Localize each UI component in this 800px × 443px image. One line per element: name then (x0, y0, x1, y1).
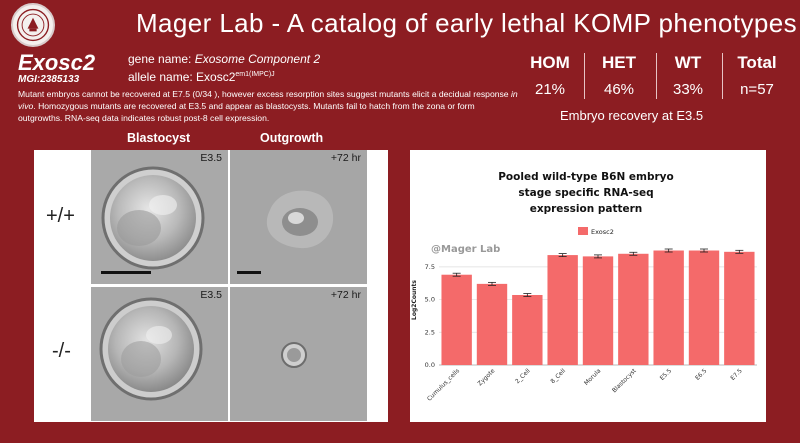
bar-Morula (582, 256, 614, 365)
description-italic: in vivo (18, 89, 518, 111)
stat-header-wt: WT (674, 53, 702, 72)
scale-bar (237, 271, 261, 274)
phenotype-description: Mutant embryos cannot be recovered at E7… (18, 88, 518, 124)
stat-divider (656, 53, 657, 99)
genotype-label-mutant: -/- (52, 340, 71, 362)
blastocyst-wildtype-image: E3.5 (91, 150, 228, 284)
bar-8_Cell (547, 255, 578, 365)
chart-title-line: expression pattern (530, 203, 643, 215)
allele-name-line: allele name: Exosc2em1(IMPC)J (128, 70, 275, 84)
stat-header-total: Total (737, 53, 777, 72)
stat-divider (584, 53, 585, 99)
x-tick-label: E6.5 (694, 367, 709, 382)
x-tick-label: Morula (583, 367, 603, 387)
gene-name-value: Exosome Component 2 (194, 52, 321, 66)
column-header-blastocyst: Blastocyst (127, 131, 191, 145)
gene-symbol: Exosc2 (18, 50, 96, 75)
stat-value-wt: 33% (672, 81, 704, 98)
y-axis-label: Log2Counts (411, 280, 418, 320)
scale-bar (101, 271, 151, 274)
recovery-caption: Embryo recovery at E3.5 (560, 108, 704, 123)
bar-E5.5 (653, 250, 684, 365)
chart-title-line: Pooled wild-type B6N embryo (498, 171, 674, 183)
y-tick-label: 5.0 (425, 296, 435, 304)
x-tick-label: Blastocyst (611, 367, 638, 394)
x-tick-label: Cumulus_cells (426, 367, 461, 402)
bar-2_Cell (512, 294, 543, 365)
outgrowth-mutant-image: +72 hr (230, 287, 367, 421)
bar-E6.5 (688, 250, 720, 365)
stat-value-total: n=57 (740, 81, 774, 98)
allele-name-label: allele name: (128, 70, 197, 84)
stat-header-het: HET (602, 53, 636, 72)
expression-bar-chart: Pooled wild-type B6N embryo stage specif… (411, 171, 757, 403)
embryo-image-panel: Blastocyst Outgrowth +/+ -/- E3.5 +72 hr (34, 131, 388, 422)
stage-label: E3.5 (200, 152, 222, 164)
x-tick-label: 2_Cell (514, 367, 532, 385)
stat-divider (722, 53, 723, 99)
x-tick-label: E5.5 (659, 367, 674, 382)
bar-Zygote (476, 283, 508, 365)
x-tick-label: E7.5 (729, 367, 744, 382)
chart-title-line: stage specific RNA-seq (518, 187, 653, 199)
watermark: @Mager Lab (431, 244, 500, 255)
genotype-label-wildtype: +/+ (46, 205, 75, 227)
y-tick-label: 7.5 (425, 263, 435, 271)
bar-E7.5 (724, 251, 755, 365)
allele-base: Exosc2 (196, 70, 236, 84)
legend-label: Exosc2 (591, 228, 614, 236)
bar-Blastocyst (618, 253, 649, 365)
stage-label: E3.5 (200, 289, 222, 301)
description-part1: Mutant embryos cannot be recovered at E7… (18, 89, 511, 99)
university-seal-logo (11, 3, 55, 47)
gene-name-line: gene name: Exosome Component 2 (128, 52, 320, 66)
stat-header-hom: HOM (530, 53, 570, 72)
gene-name-label: gene name: (128, 52, 195, 66)
mgi-id: MGI:2385133 (18, 74, 80, 85)
column-header-outgrowth: Outgrowth (260, 131, 324, 145)
blastocyst-mutant-image: E3.5 (91, 287, 228, 421)
allele-superscript: em1(IMPC)J (235, 71, 275, 78)
rnaseq-chart-panel: Pooled wild-type B6N embryo stage specif… (410, 150, 766, 422)
x-tick-label: Zygote (476, 367, 496, 387)
page-title: Mager Lab - A catalog of early lethal KO… (136, 8, 797, 38)
description-part2: . Homozygous mutants are recovered at E3… (18, 101, 475, 123)
stage-label: +72 hr (330, 289, 361, 301)
stat-value-het: 46% (603, 81, 635, 98)
x-tick-label: 8_Cell (549, 367, 567, 385)
y-tick-label: 0.0 (425, 361, 435, 369)
outgrowth-wildtype-image: +72 hr (230, 150, 367, 284)
stage-label: +72 hr (330, 152, 361, 164)
legend-swatch (578, 227, 588, 235)
y-tick-label: 2.5 (425, 328, 435, 336)
bar-Cumulus_cells (441, 274, 472, 365)
stat-value-hom: 21% (534, 81, 566, 98)
